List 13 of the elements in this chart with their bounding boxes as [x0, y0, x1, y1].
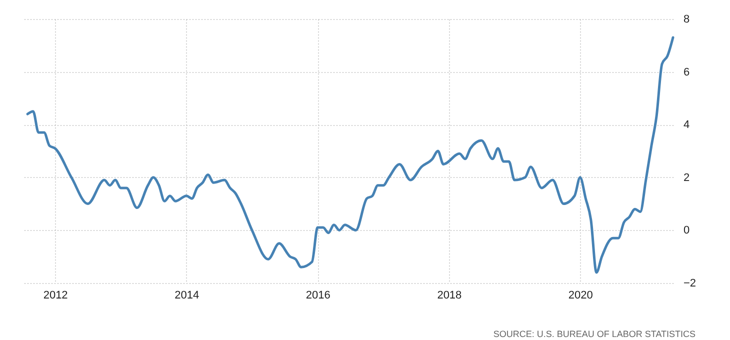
- y-tick-label: −2: [684, 278, 696, 290]
- y-tick-label: 4: [684, 119, 690, 132]
- y-tick-label: 6: [684, 66, 690, 78]
- x-tick-label: 2018: [437, 290, 462, 302]
- y-tick-label: 2: [684, 172, 690, 184]
- y-tick-label: 8: [684, 14, 690, 26]
- line-series: [26, 36, 674, 274]
- x-tick-label: 2014: [174, 290, 200, 302]
- source-note: SOURCE: U.S. BUREAU OF LABOR STATISTICS: [493, 329, 696, 339]
- x-tick-label: 2020: [568, 290, 593, 302]
- y-tick-label: 0: [684, 224, 690, 237]
- x-tick-label: 2012: [43, 290, 68, 302]
- x-tick-label: 2016: [306, 290, 330, 302]
